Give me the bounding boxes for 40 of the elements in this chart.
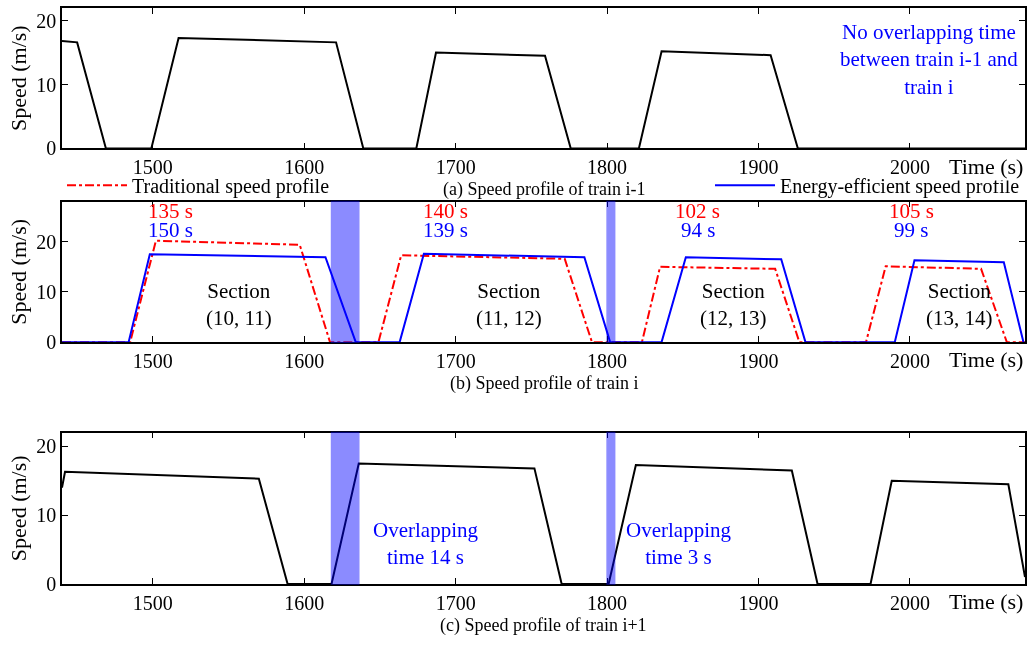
text: (c) Speed profile of train i+1	[440, 615, 647, 636]
x-tick-label: 1900	[738, 156, 779, 179]
x-tick-label: 2000	[889, 591, 930, 614]
annotation: Section (12, 13)	[700, 279, 767, 331]
y-tick-label: 10	[36, 73, 57, 96]
x-tick-label: 1800	[587, 156, 628, 179]
y-tick-label: 10	[36, 504, 57, 527]
x-tick-label: 2000	[889, 156, 930, 179]
x-tick-label: 1500	[132, 349, 173, 372]
x-tick-label: 1600	[284, 591, 325, 614]
x-tick-label: 1500	[132, 591, 173, 614]
x-tick-label: 1900	[738, 349, 779, 372]
annotation: Section (11, 12)	[476, 279, 542, 331]
text: (a) Speed profile of train i-1	[443, 179, 646, 200]
x-tick-label: 1800	[587, 591, 628, 614]
y-tick-label: 10	[36, 280, 57, 303]
text: (b) Speed profile of train i	[450, 373, 639, 394]
y-tick-label: 20	[36, 9, 57, 32]
y-tick-label: 0	[46, 573, 57, 595]
y-tick-label: 20	[36, 230, 57, 253]
annotation: Overlapping time 14 s	[373, 518, 479, 570]
y-axis-title: Speed (m/s)	[5, 455, 31, 562]
annotation: Section (13, 14)	[926, 279, 993, 331]
annotation: Section (10, 11)	[206, 279, 272, 331]
x-tick-label: 1900	[738, 591, 779, 614]
y-tick-label: 20	[36, 435, 57, 458]
x-tick-label: 1700	[435, 349, 476, 372]
annotation: No overlapping time between train i-1 and train i	[840, 20, 1019, 99]
annotation: Overlapping time 3 s	[626, 518, 732, 570]
x-tick-label: 1700	[435, 156, 476, 179]
x-axis-title: Time (s)	[949, 589, 1024, 614]
y-axis-title: Speed (m/s)	[5, 25, 31, 132]
x-tick-label: 1700	[435, 591, 476, 614]
x-tick-label: 1800	[587, 349, 628, 372]
y-tick-label: 0	[46, 331, 57, 354]
x-axis-title: Time (s)	[949, 347, 1024, 372]
y-axis-title: Speed (m/s)	[5, 218, 31, 325]
y-tick-label: 0	[46, 137, 57, 160]
x-tick-label: 1600	[284, 349, 325, 372]
x-tick-label: 2000	[889, 349, 930, 372]
